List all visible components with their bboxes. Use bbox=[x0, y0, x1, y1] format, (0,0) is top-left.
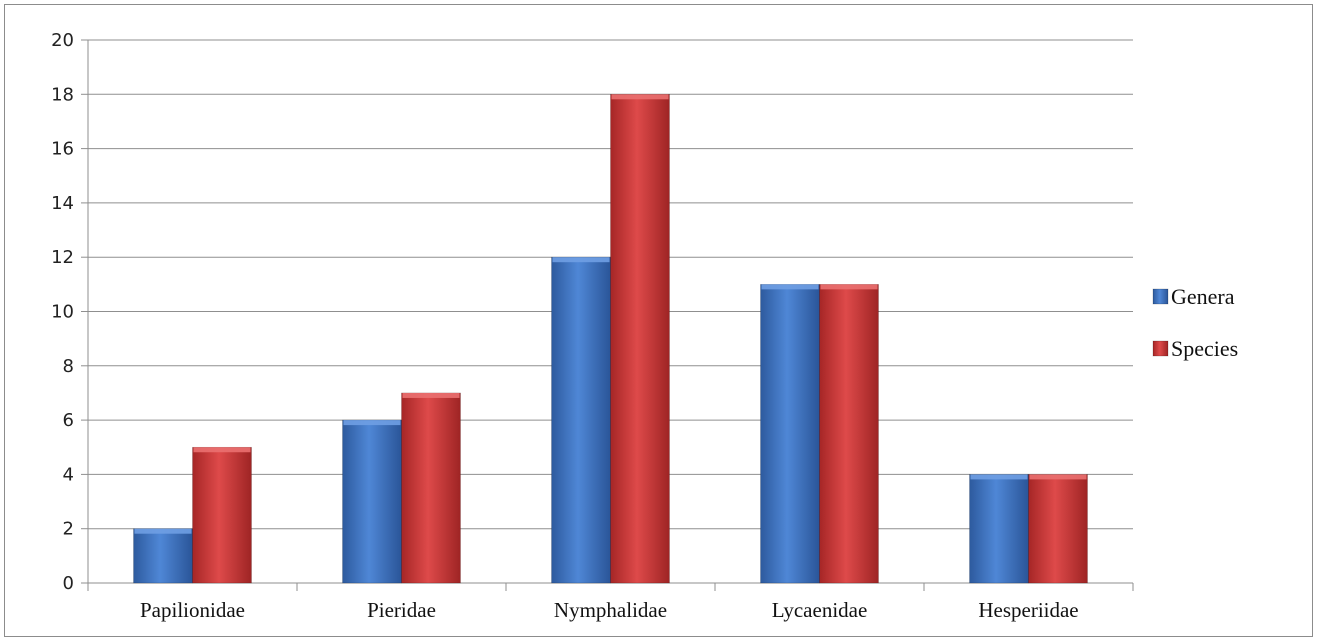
x-tick-label: Hesperiidae bbox=[978, 598, 1078, 622]
y-tick-label: 18 bbox=[51, 84, 74, 105]
bar-highlight bbox=[820, 284, 878, 290]
bar-species-pieridae bbox=[401, 392, 461, 584]
y-tick-label: 16 bbox=[51, 139, 74, 160]
y-tick-label: 12 bbox=[51, 247, 74, 268]
bar-species-nymphalidae bbox=[610, 94, 670, 584]
bar-genera-papilionidae bbox=[133, 528, 193, 584]
legend-swatch-species bbox=[1152, 340, 1169, 357]
y-tick-label: 8 bbox=[63, 356, 74, 377]
bar-genera-nymphalidae bbox=[551, 256, 611, 584]
y-tick-label: 6 bbox=[63, 410, 74, 431]
bar-genera-hesperiidae bbox=[969, 474, 1029, 584]
x-tick-label: Nymphalidae bbox=[554, 598, 667, 622]
bar-species-hesperiidae bbox=[1028, 474, 1088, 584]
bar-species-papilionidae bbox=[192, 446, 252, 584]
y-tick-label: 20 bbox=[51, 30, 74, 51]
x-tick-label: Papilionidae bbox=[140, 598, 245, 622]
bar-species-lycaenidae bbox=[819, 284, 879, 584]
y-tick-label: 2 bbox=[63, 519, 74, 540]
bar-highlight bbox=[193, 447, 251, 453]
bar-highlight bbox=[761, 284, 819, 290]
bar-genera-lycaenidae bbox=[760, 284, 820, 584]
bar-highlight bbox=[1029, 474, 1087, 480]
bar-highlight bbox=[552, 257, 610, 263]
legend-swatch-genera bbox=[1152, 288, 1169, 305]
axis-labels: 0 2 4 6 8 10 12 14 16 18 20 Papilionidae Pieridae Nym… bbox=[51, 30, 1079, 622]
bar-highlight bbox=[611, 94, 669, 100]
x-tick-label: Lycaenidae bbox=[772, 598, 868, 622]
x-tick-label: Pieridae bbox=[367, 598, 436, 622]
bar-highlight bbox=[343, 420, 401, 426]
bar-highlight bbox=[402, 392, 460, 398]
bars bbox=[133, 94, 1088, 584]
bar-highlight bbox=[970, 474, 1028, 480]
legend-label-species: Species bbox=[1171, 336, 1238, 361]
y-tick-label: 4 bbox=[63, 464, 74, 485]
bar-genera-pieridae bbox=[342, 419, 402, 584]
bar-highlight bbox=[134, 528, 192, 534]
y-tick-label: 10 bbox=[51, 302, 74, 323]
y-tick-label: 14 bbox=[51, 193, 74, 214]
legend-label-genera: Genera bbox=[1171, 284, 1235, 309]
legend: Genera Species bbox=[1152, 284, 1238, 361]
y-tick-label: 0 bbox=[63, 573, 74, 594]
